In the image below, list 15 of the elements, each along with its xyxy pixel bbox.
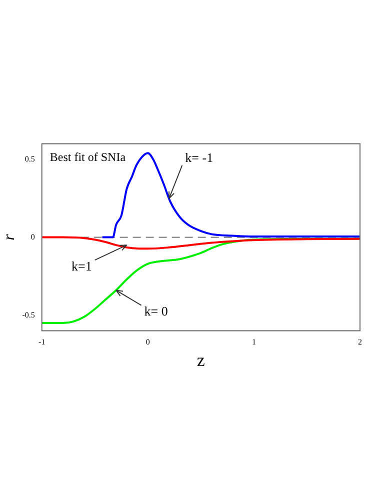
x-tick-label: 1 — [252, 338, 256, 347]
annotation: k=1 — [72, 258, 92, 274]
x-axis-title: z — [196, 350, 205, 370]
line-series — [42, 236, 360, 250]
line-series — [101, 152, 360, 238]
y-axis-title: r — [0, 233, 18, 240]
y-tick-label: 0.5 — [24, 154, 35, 164]
x-tick-label: -1 — [38, 338, 46, 347]
y-tick-label: 0 — [30, 232, 35, 242]
y-tick-label: -0.5 — [22, 310, 35, 320]
annotation: k= 0 — [144, 304, 168, 319]
x-tick-label: 0 — [146, 338, 150, 347]
text: Best fit of SNIa — [50, 150, 126, 164]
x-tick-label: 2 — [358, 338, 362, 347]
annotation: k= -1 — [185, 150, 214, 165]
